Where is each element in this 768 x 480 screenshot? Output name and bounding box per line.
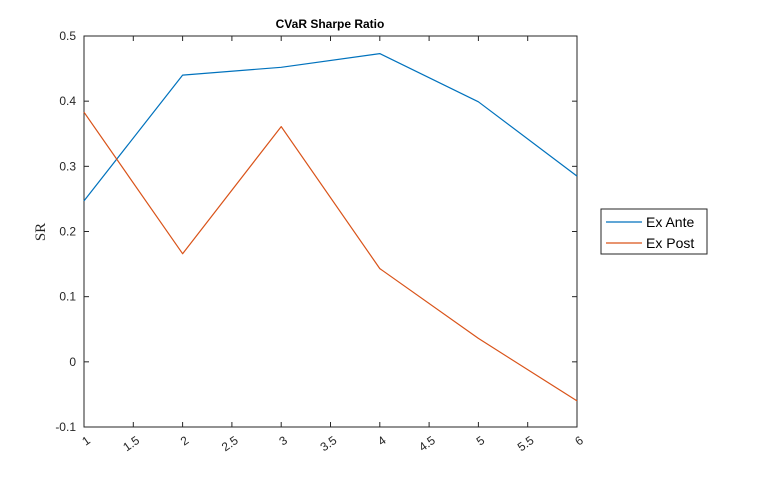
x-tick-label: 2.5 <box>219 433 241 454</box>
x-tick-label: 6 <box>572 433 586 448</box>
x-tick-label: 4.5 <box>416 433 438 454</box>
x-tick-label: 5 <box>474 433 488 448</box>
y-tick-label: 0.4 <box>59 94 76 108</box>
axes-box <box>83 35 578 428</box>
x-tick-label: 1 <box>79 433 93 448</box>
x-tick-label: 2 <box>178 433 192 448</box>
legend: Ex Ante Ex Post <box>600 208 708 255</box>
legend-box <box>600 208 708 255</box>
series-line-ex-post <box>83 111 578 402</box>
y-tick-label: 0.5 <box>59 29 76 43</box>
series-lines <box>83 52 578 402</box>
y-tick-label: 0.3 <box>59 159 76 173</box>
x-tick-label: 3 <box>276 433 290 448</box>
legend-label-ex-post: Ex Post <box>646 235 694 251</box>
y-tick-label: 0.1 <box>59 290 76 304</box>
y-tick-label: 0.2 <box>59 225 76 239</box>
y-tick-label: 0 <box>69 355 76 369</box>
y-tick-label: -0.1 <box>55 420 76 434</box>
series-line-ex-ante <box>83 52 578 202</box>
x-tick-label: 5.5 <box>515 433 537 454</box>
y-axis-label: SR <box>33 223 49 241</box>
chart-title: CVaR Sharpe Ratio <box>276 17 385 31</box>
x-tick-label: 4 <box>375 433 389 448</box>
x-tick-label: 1.5 <box>120 433 142 454</box>
y-axis: -0.1 0 0.1 0.2 0.3 0.4 0.5 <box>55 29 577 434</box>
x-tick-label: 3.5 <box>318 433 340 454</box>
legend-label-ex-ante: Ex Ante <box>646 214 694 230</box>
